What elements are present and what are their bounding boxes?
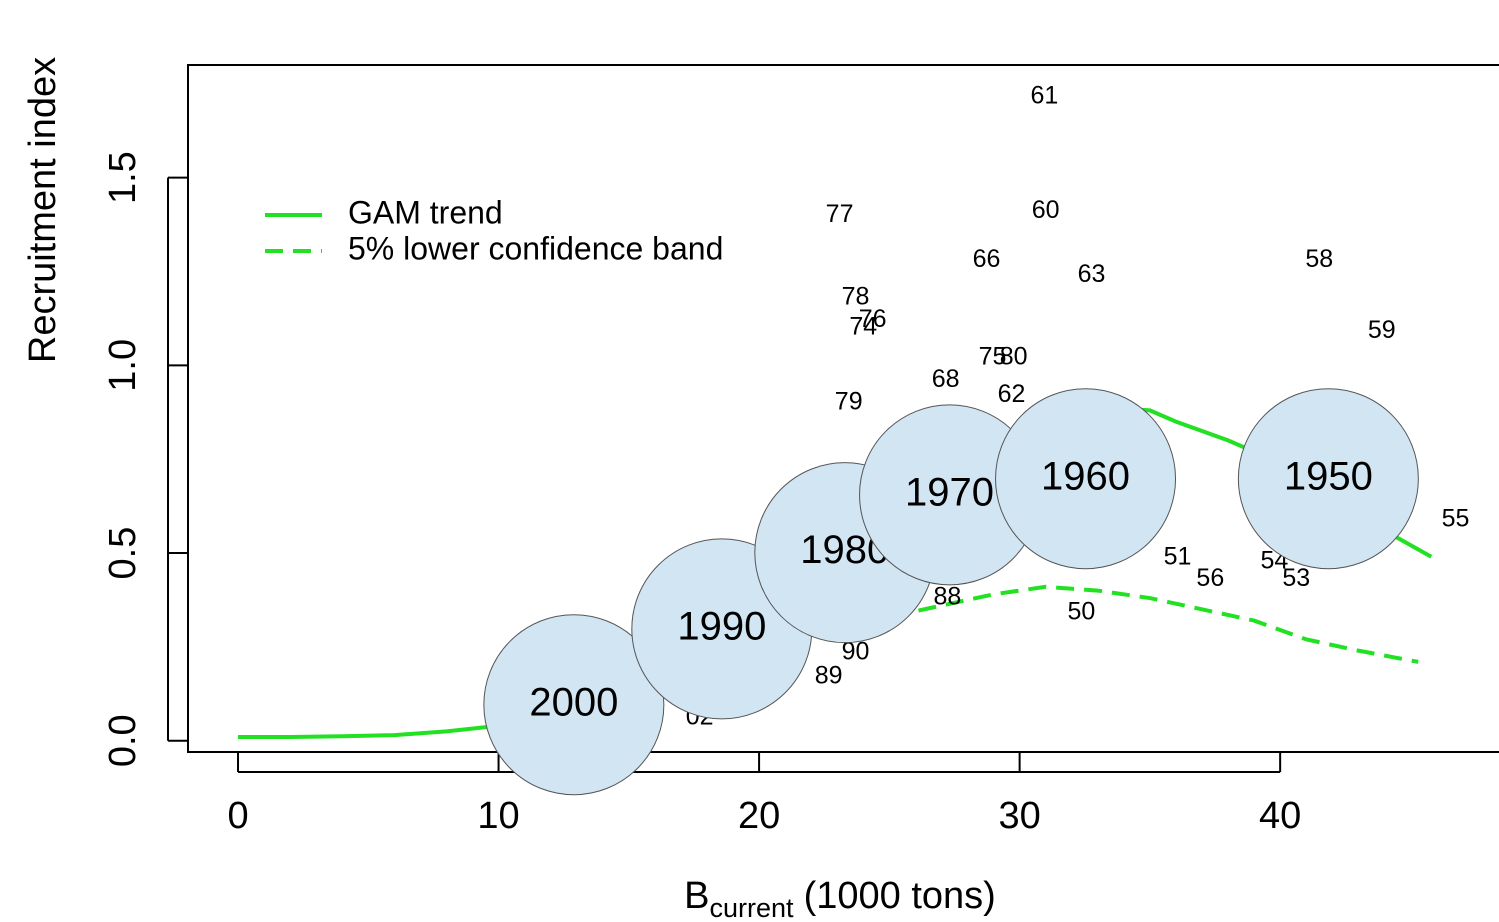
year-point: 75 bbox=[979, 342, 1007, 370]
x-tick-label: 20 bbox=[738, 795, 780, 837]
legend-label: GAM trend bbox=[348, 194, 503, 230]
x-tick-label: 10 bbox=[477, 795, 519, 837]
decade-circle bbox=[483, 614, 665, 796]
decade-circle bbox=[1237, 388, 1419, 570]
y-tick-label: 1.5 bbox=[102, 151, 144, 204]
year-point: 66 bbox=[973, 245, 1001, 273]
x-axis-label: Bcurrent (1000 tons) bbox=[684, 875, 996, 922]
year-point: 55 bbox=[1442, 505, 1470, 533]
x-tick-label: 0 bbox=[227, 795, 248, 837]
year-point: 51 bbox=[1164, 543, 1192, 571]
y-tick-label: 0.0 bbox=[102, 714, 144, 767]
year-point: 58 bbox=[1305, 245, 1333, 273]
year-point: 68 bbox=[932, 365, 960, 393]
year-point: 62 bbox=[998, 380, 1026, 408]
year-point: 78 bbox=[842, 282, 870, 310]
year-point: 59 bbox=[1368, 316, 1396, 344]
y-tick-label: 0.5 bbox=[102, 527, 144, 580]
year-point: 53 bbox=[1282, 564, 1310, 592]
x-label-sub: current bbox=[710, 893, 795, 922]
year-point: 80 bbox=[1000, 342, 1028, 370]
year-point: 76 bbox=[859, 305, 887, 333]
legend-label: 5% lower confidence band bbox=[348, 230, 723, 266]
decade-label: 1990 bbox=[677, 604, 766, 648]
decade-label: 2000 bbox=[529, 680, 618, 724]
decade-circle bbox=[995, 388, 1177, 570]
x-label-rest: (1000 tons) bbox=[804, 875, 996, 917]
year-point: 60 bbox=[1032, 196, 1060, 224]
year-point: 50 bbox=[1067, 598, 1095, 626]
year-point: 56 bbox=[1196, 564, 1224, 592]
year-point: 88 bbox=[934, 583, 962, 611]
year-point: 61 bbox=[1030, 82, 1058, 110]
plot-frame bbox=[187, 64, 1499, 753]
x-label-main: B bbox=[684, 875, 709, 917]
x-tick-label: 30 bbox=[998, 795, 1040, 837]
decade-label: 1950 bbox=[1284, 454, 1373, 498]
x-tick-label: 40 bbox=[1259, 795, 1301, 837]
decade-label: 1960 bbox=[1041, 454, 1130, 498]
year-point: 74 bbox=[849, 312, 877, 340]
trend-line bbox=[836, 584, 1419, 664]
year-point: 79 bbox=[835, 387, 863, 415]
y-axis-label: Recruitment index bbox=[22, 57, 64, 363]
year-point: 63 bbox=[1078, 260, 1106, 288]
decade-label: 1970 bbox=[905, 470, 994, 514]
year-point: 77 bbox=[826, 200, 854, 228]
y-tick-label: 1.0 bbox=[102, 339, 144, 392]
year-point: 89 bbox=[815, 662, 843, 690]
